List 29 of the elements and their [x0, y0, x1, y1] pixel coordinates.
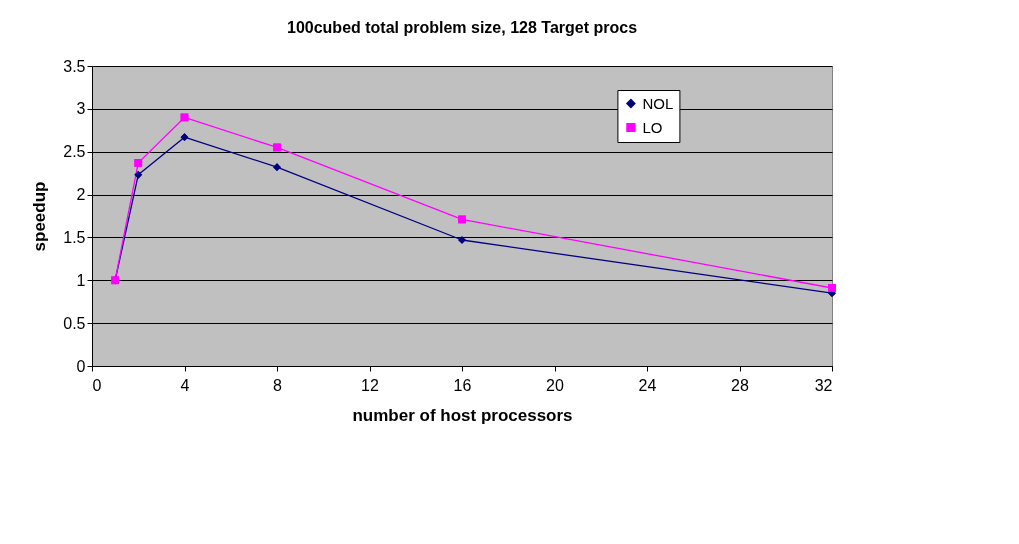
y-tick-label: 2	[76, 186, 86, 204]
x-tick-label: 20	[546, 376, 564, 394]
y-tick-label: 1	[76, 271, 86, 289]
legend-label: LO	[642, 118, 663, 136]
point	[134, 170, 143, 179]
x-tick-label: 24	[638, 376, 657, 394]
y-tick-label: 0.5	[63, 314, 86, 332]
y-tick-label: 3	[76, 100, 86, 118]
x-tick-label: 0	[92, 376, 102, 394]
x-tick-label: 16	[453, 376, 472, 394]
point	[828, 284, 836, 292]
x-tick-label: 32	[814, 376, 833, 394]
y-tick-label: 2.5	[63, 143, 86, 161]
x-tick-label: 12	[361, 376, 379, 394]
x-tick-label: 4	[180, 376, 190, 394]
point	[180, 133, 189, 142]
x-tick-label: 8	[273, 376, 283, 394]
point	[273, 163, 281, 172]
y-tick-label: 1.5	[63, 228, 86, 246]
x-axis-title: number of host processors	[352, 405, 573, 425]
point	[134, 158, 143, 167]
y-tick-label: 0	[76, 357, 86, 375]
point	[273, 143, 281, 152]
y-tick-label: 3.5	[63, 57, 86, 75]
chart-title: 100cubed total problem size, 128 Target procs	[286, 19, 638, 36]
point	[458, 215, 466, 224]
legend-label: NOL	[642, 94, 674, 112]
x-tick-label: 28	[731, 376, 749, 394]
y-axis-title: speedup	[30, 181, 50, 252]
